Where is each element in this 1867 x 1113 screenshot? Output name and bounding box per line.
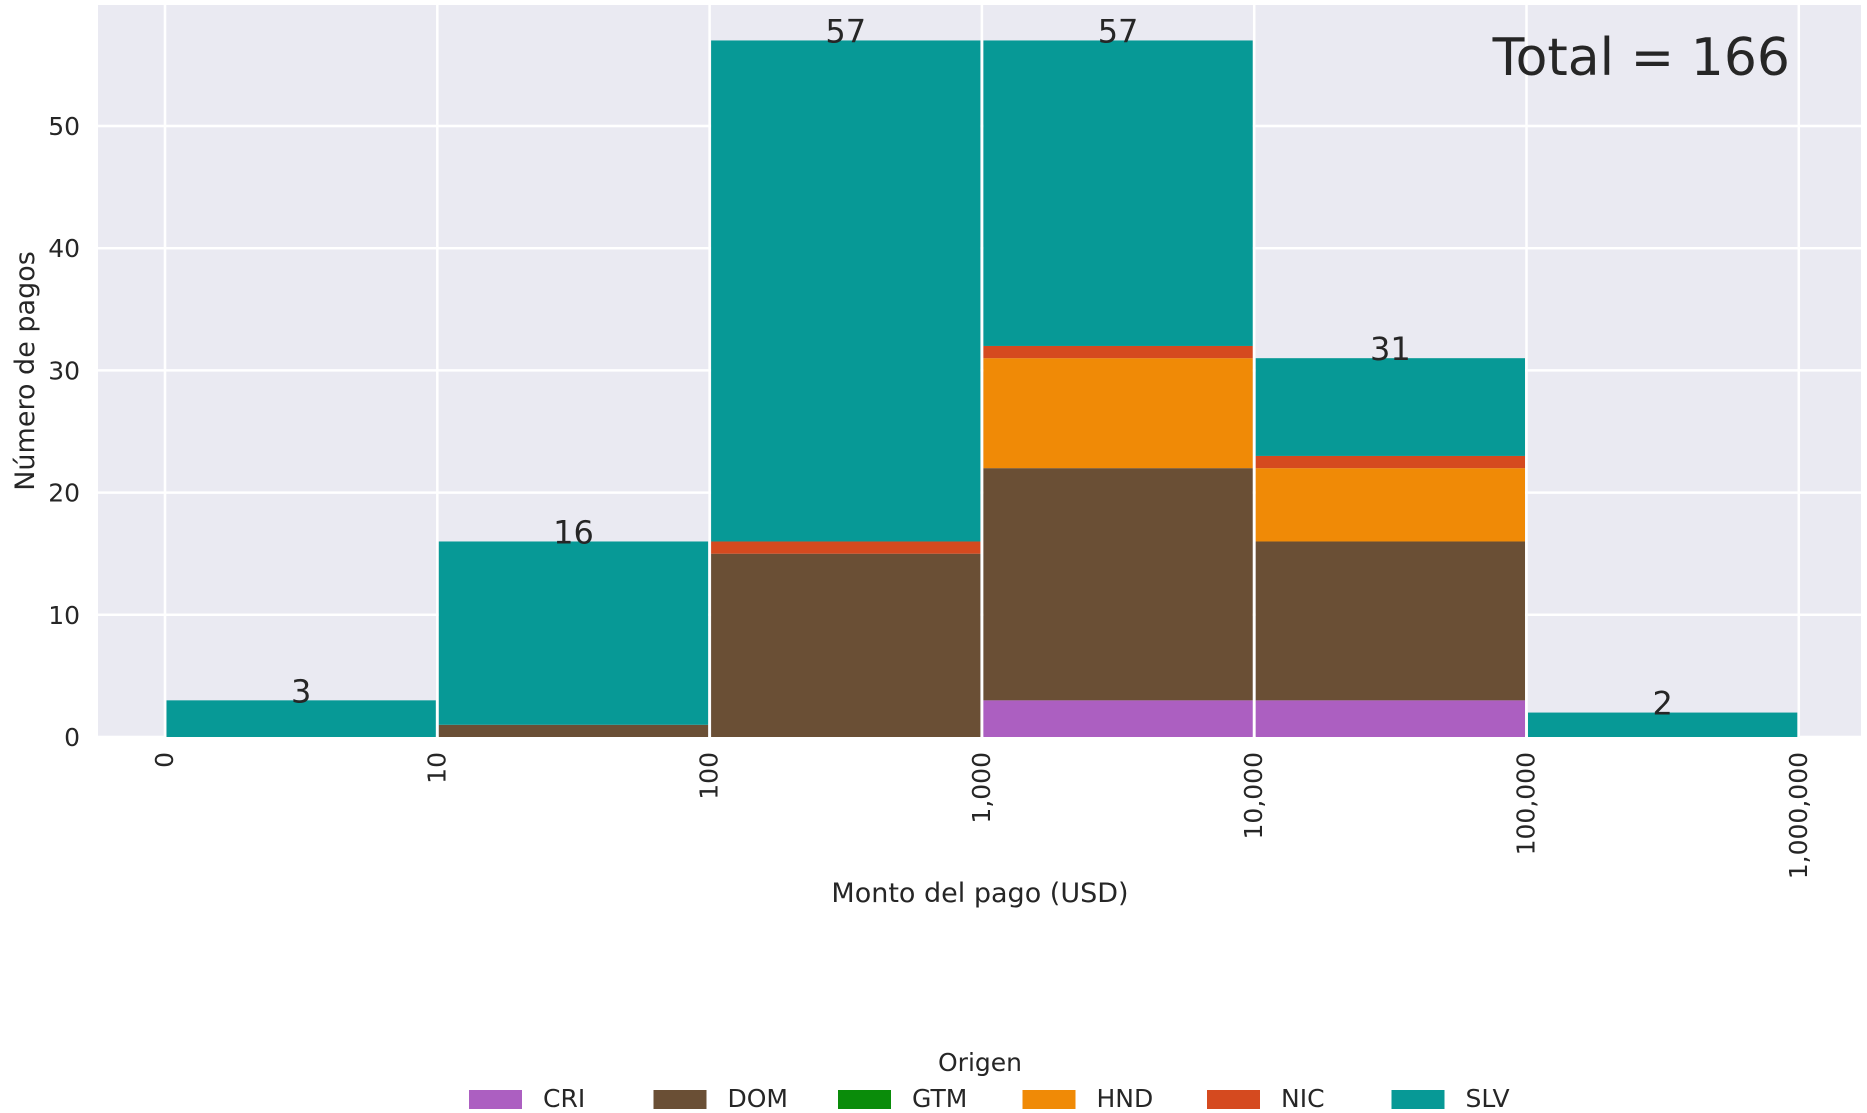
bar-total-label: 16 xyxy=(553,513,594,551)
y-tick-label: 40 xyxy=(48,234,80,263)
y-tick-label: 10 xyxy=(48,601,80,630)
bar-segment-nic xyxy=(711,541,981,554)
bar-segment-slv xyxy=(166,700,436,737)
bar-total-label: 2 xyxy=(1652,685,1672,723)
bar-total-labels: 3 16 57 57 31 2 xyxy=(291,12,1673,722)
x-tick-label: 0 xyxy=(150,752,179,768)
y-tick-label: 30 xyxy=(48,356,80,385)
x-tick-label: 100,000 xyxy=(1512,752,1541,855)
legend-label-dom: DOM xyxy=(728,1084,789,1113)
legend-label-hnd: HND xyxy=(1097,1084,1154,1113)
bar-total-label: 57 xyxy=(1098,12,1139,50)
bar-segment-cri xyxy=(983,700,1253,737)
x-tick-labels: 0 10 100 1,000 10,000 100,000 1,000,000 xyxy=(150,752,1813,879)
legend-swatch-nic xyxy=(1207,1090,1260,1109)
x-tick-label: 100 xyxy=(695,752,724,800)
bar-segment-nic xyxy=(1255,455,1525,469)
legend-label-gtm: GTM xyxy=(912,1084,967,1113)
bar-segment-hnd xyxy=(983,358,1253,469)
legend-label-nic: NIC xyxy=(1281,1084,1325,1113)
bar-total-label: 31 xyxy=(1370,330,1411,368)
bar-segment-dom xyxy=(983,468,1253,701)
legend-swatch-hnd xyxy=(1022,1090,1076,1109)
bar-segment-slv xyxy=(1255,358,1525,456)
y-tick-label: 0 xyxy=(64,723,80,752)
legend-title: Origen xyxy=(938,1048,1022,1077)
legend-label-cri: CRI xyxy=(543,1084,585,1113)
legend-label-slv: SLV xyxy=(1466,1084,1510,1113)
bar-segment-nic xyxy=(983,345,1253,359)
bar-segment-slv xyxy=(711,40,981,542)
bar-total-label: 57 xyxy=(825,12,866,50)
bar-segment-slv xyxy=(438,541,709,725)
x-tick-label: 10,000 xyxy=(1239,752,1268,839)
bar-segment-dom xyxy=(1255,541,1525,701)
legend-swatch-cri xyxy=(469,1090,522,1109)
x-tick-label: 10 xyxy=(422,752,451,784)
total-annotation: Total = 166 xyxy=(1492,28,1790,88)
legend-swatch-dom xyxy=(653,1090,707,1109)
y-tick-label: 50 xyxy=(48,112,80,141)
bar-total-label: 3 xyxy=(291,672,311,710)
bar-segment-slv xyxy=(1528,712,1798,737)
bar-segment-dom xyxy=(438,724,709,737)
x-tick-label: 1,000 xyxy=(967,752,996,824)
x-tick-label: 1,000,000 xyxy=(1784,752,1813,879)
legend: CRI DOM GTM HND NIC SLV xyxy=(469,1084,1510,1113)
legend-swatch-gtm xyxy=(838,1090,891,1109)
y-tick-label: 20 xyxy=(48,479,80,508)
bar-segment-slv xyxy=(983,40,1253,346)
x-axis-label: Monto del pago (USD) xyxy=(831,878,1128,909)
bar-segment-hnd xyxy=(1255,468,1525,542)
y-axis-label: Número de pagos xyxy=(10,251,41,491)
y-tick-labels: 0 10 20 30 40 50 xyxy=(48,112,80,752)
bars xyxy=(166,40,1798,737)
legend-swatch-slv xyxy=(1391,1090,1445,1109)
bar-segment-dom xyxy=(711,553,981,737)
bar-segment-cri xyxy=(1255,700,1525,737)
